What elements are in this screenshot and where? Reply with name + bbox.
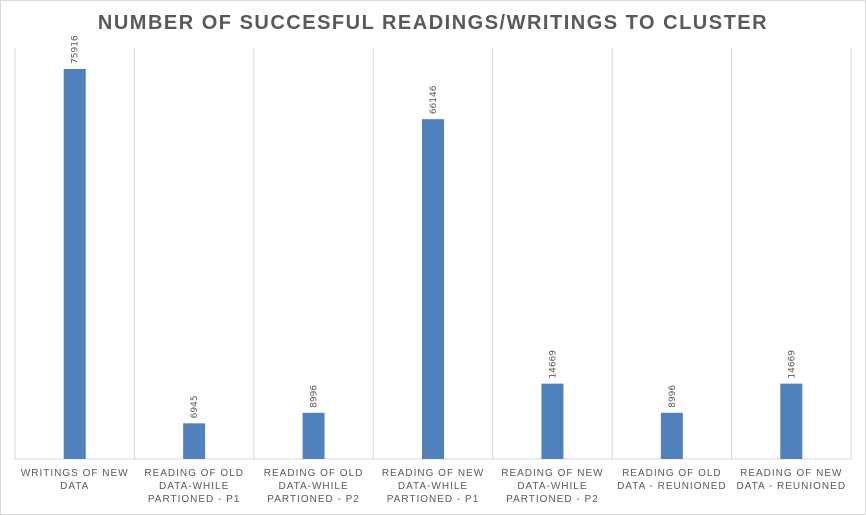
bar <box>660 412 683 459</box>
bar <box>780 383 803 459</box>
data-label: 8996 <box>668 385 678 408</box>
data-label: 66146 <box>429 85 439 114</box>
x-tick-label: READING OF OLD DATA - REUNIONED <box>617 468 727 492</box>
bar <box>302 412 325 459</box>
data-label: 75916 <box>71 35 81 64</box>
x-tick-label: READING OF OLD DATA-WHILE PARTIONED - P1 <box>144 468 244 505</box>
x-tick-label: READING OF NEW DATA - REUNIONED <box>737 468 847 492</box>
data-label: 6945 <box>190 395 200 418</box>
bar <box>63 68 86 459</box>
x-tick-label: WRITINGS OF NEW DATA <box>21 468 129 492</box>
data-label: 14669 <box>548 350 558 379</box>
x-tick-label: READING OF NEW DATA-WHILE PARTIONED - P1 <box>382 468 484 505</box>
bar <box>422 119 444 459</box>
chart-title: NUMBER OF SUCCESFUL READINGS/WRITINGS TO… <box>97 12 769 34</box>
data-label: 8996 <box>310 385 320 408</box>
x-tick-label: READING OF OLD DATA-WHILE PARTIONED - P2 <box>264 468 364 505</box>
data-label: 14669 <box>787 350 797 379</box>
bar <box>183 423 206 459</box>
x-tick-label: READING OF NEW DATA-WHILE PARTIONED - P2 <box>501 468 603 505</box>
bar <box>541 383 564 459</box>
